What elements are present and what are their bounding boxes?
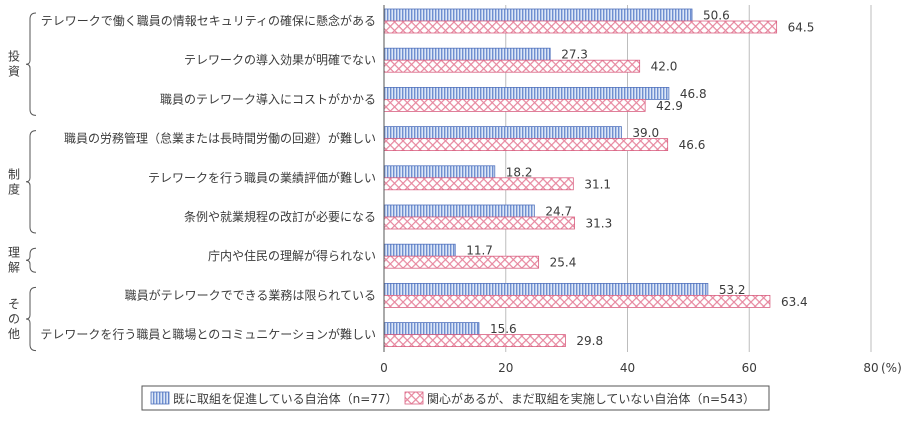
value-label: 42.9 (656, 99, 683, 113)
value-label: 15.6 (490, 322, 517, 336)
value-label: 50.6 (703, 9, 730, 23)
bar-not-implemented (383, 294, 771, 308)
bar-promoting (383, 87, 670, 100)
bar-not-implemented (383, 216, 575, 230)
x-tick-label: 20 (498, 361, 513, 375)
legend-box (141, 385, 770, 411)
bar-not-implemented (383, 177, 574, 191)
bar-not-implemented (383, 20, 778, 34)
bar-promoting (383, 243, 456, 257)
group-label: 制度 (8, 167, 20, 196)
group-bracket (25, 12, 37, 116)
bar-not-implemented (383, 255, 540, 269)
x-unit-label: (%) (881, 361, 902, 375)
value-label: 27.3 (561, 48, 588, 62)
value-label: 63.4 (781, 295, 808, 309)
legend: 既に取組を促進している自治体（n=77） 関心があるが、まだ取組を実施していない自… (141, 385, 770, 411)
label-layer: テレワークで働く職員の情報セキュリティの確保に懸念がある 50.6 64.5 テレワー… (8, 9, 815, 352)
bar-promoting (383, 204, 535, 218)
value-label: 46.6 (679, 138, 706, 152)
bar-not-implemented (383, 334, 566, 348)
category-label: 職員がテレワークでできる業務は限られている (125, 287, 376, 302)
bar-layer (383, 8, 778, 348)
legend-label: 関心があるが、まだ取組を実施していない自治体（n=543） (427, 391, 755, 406)
group-bracket (25, 247, 37, 273)
bar-promoting (383, 126, 622, 139)
category-label: 職員の労務管理（怠業または長時間労働の回避）が難しい (64, 131, 376, 146)
value-label: 31.3 (586, 217, 613, 231)
x-tick-label: 40 (620, 361, 635, 375)
group-label: 理解 (8, 246, 20, 275)
bar-promoting (383, 47, 551, 61)
group-label: その他 (8, 297, 20, 341)
x-tick-label: 0 (380, 361, 388, 375)
group-bracket (25, 286, 37, 352)
category-label: 条例や就業規程の改訂が必要になる (184, 209, 376, 224)
value-label: 18.2 (506, 165, 533, 179)
bar-promoting (383, 282, 709, 296)
bar-not-implemented (383, 99, 646, 112)
value-label: 53.2 (719, 283, 746, 297)
category-label: テレワークを行う職員の業績評価が難しい (148, 170, 376, 185)
bar-promoting (383, 322, 480, 336)
x-tick-label: 80 (863, 361, 878, 375)
bar-not-implemented (383, 138, 669, 152)
value-label: 24.7 (545, 205, 572, 219)
category-label: 職員のテレワーク導入にコストがかかる (160, 91, 376, 106)
group-label: 投資 (8, 49, 20, 79)
bar-promoting (383, 8, 693, 22)
value-label: 11.7 (466, 244, 493, 258)
bar-promoting (383, 165, 496, 179)
value-label: 25.4 (550, 256, 577, 270)
category-label: テレワークで働く職員の情報セキュリティの確保に懸念がある (41, 13, 376, 28)
legend-swatch (404, 391, 424, 405)
value-label: 31.1 (584, 177, 611, 191)
value-label: 29.8 (576, 334, 603, 348)
category-label: テレワークの導入効果が明確でない (184, 52, 376, 67)
value-label: 46.8 (680, 87, 707, 101)
legend-swatch (150, 391, 170, 405)
value-label: 42.0 (651, 60, 678, 74)
value-label: 64.5 (788, 21, 815, 35)
bar-not-implemented (383, 59, 641, 73)
category-label: テレワークを行う職員と職場とのコミュニケーションが難しい (40, 327, 376, 342)
value-label: 39.0 (632, 126, 659, 140)
group-bracket (25, 130, 37, 234)
category-label: 庁内や住民の理解が得られない (208, 248, 376, 263)
axis-layer: 0 20 40 60 80 (%) (380, 5, 902, 375)
x-tick-label: 60 (742, 361, 757, 375)
legend-label: 既に取組を促進している自治体（n=77） (173, 392, 398, 406)
